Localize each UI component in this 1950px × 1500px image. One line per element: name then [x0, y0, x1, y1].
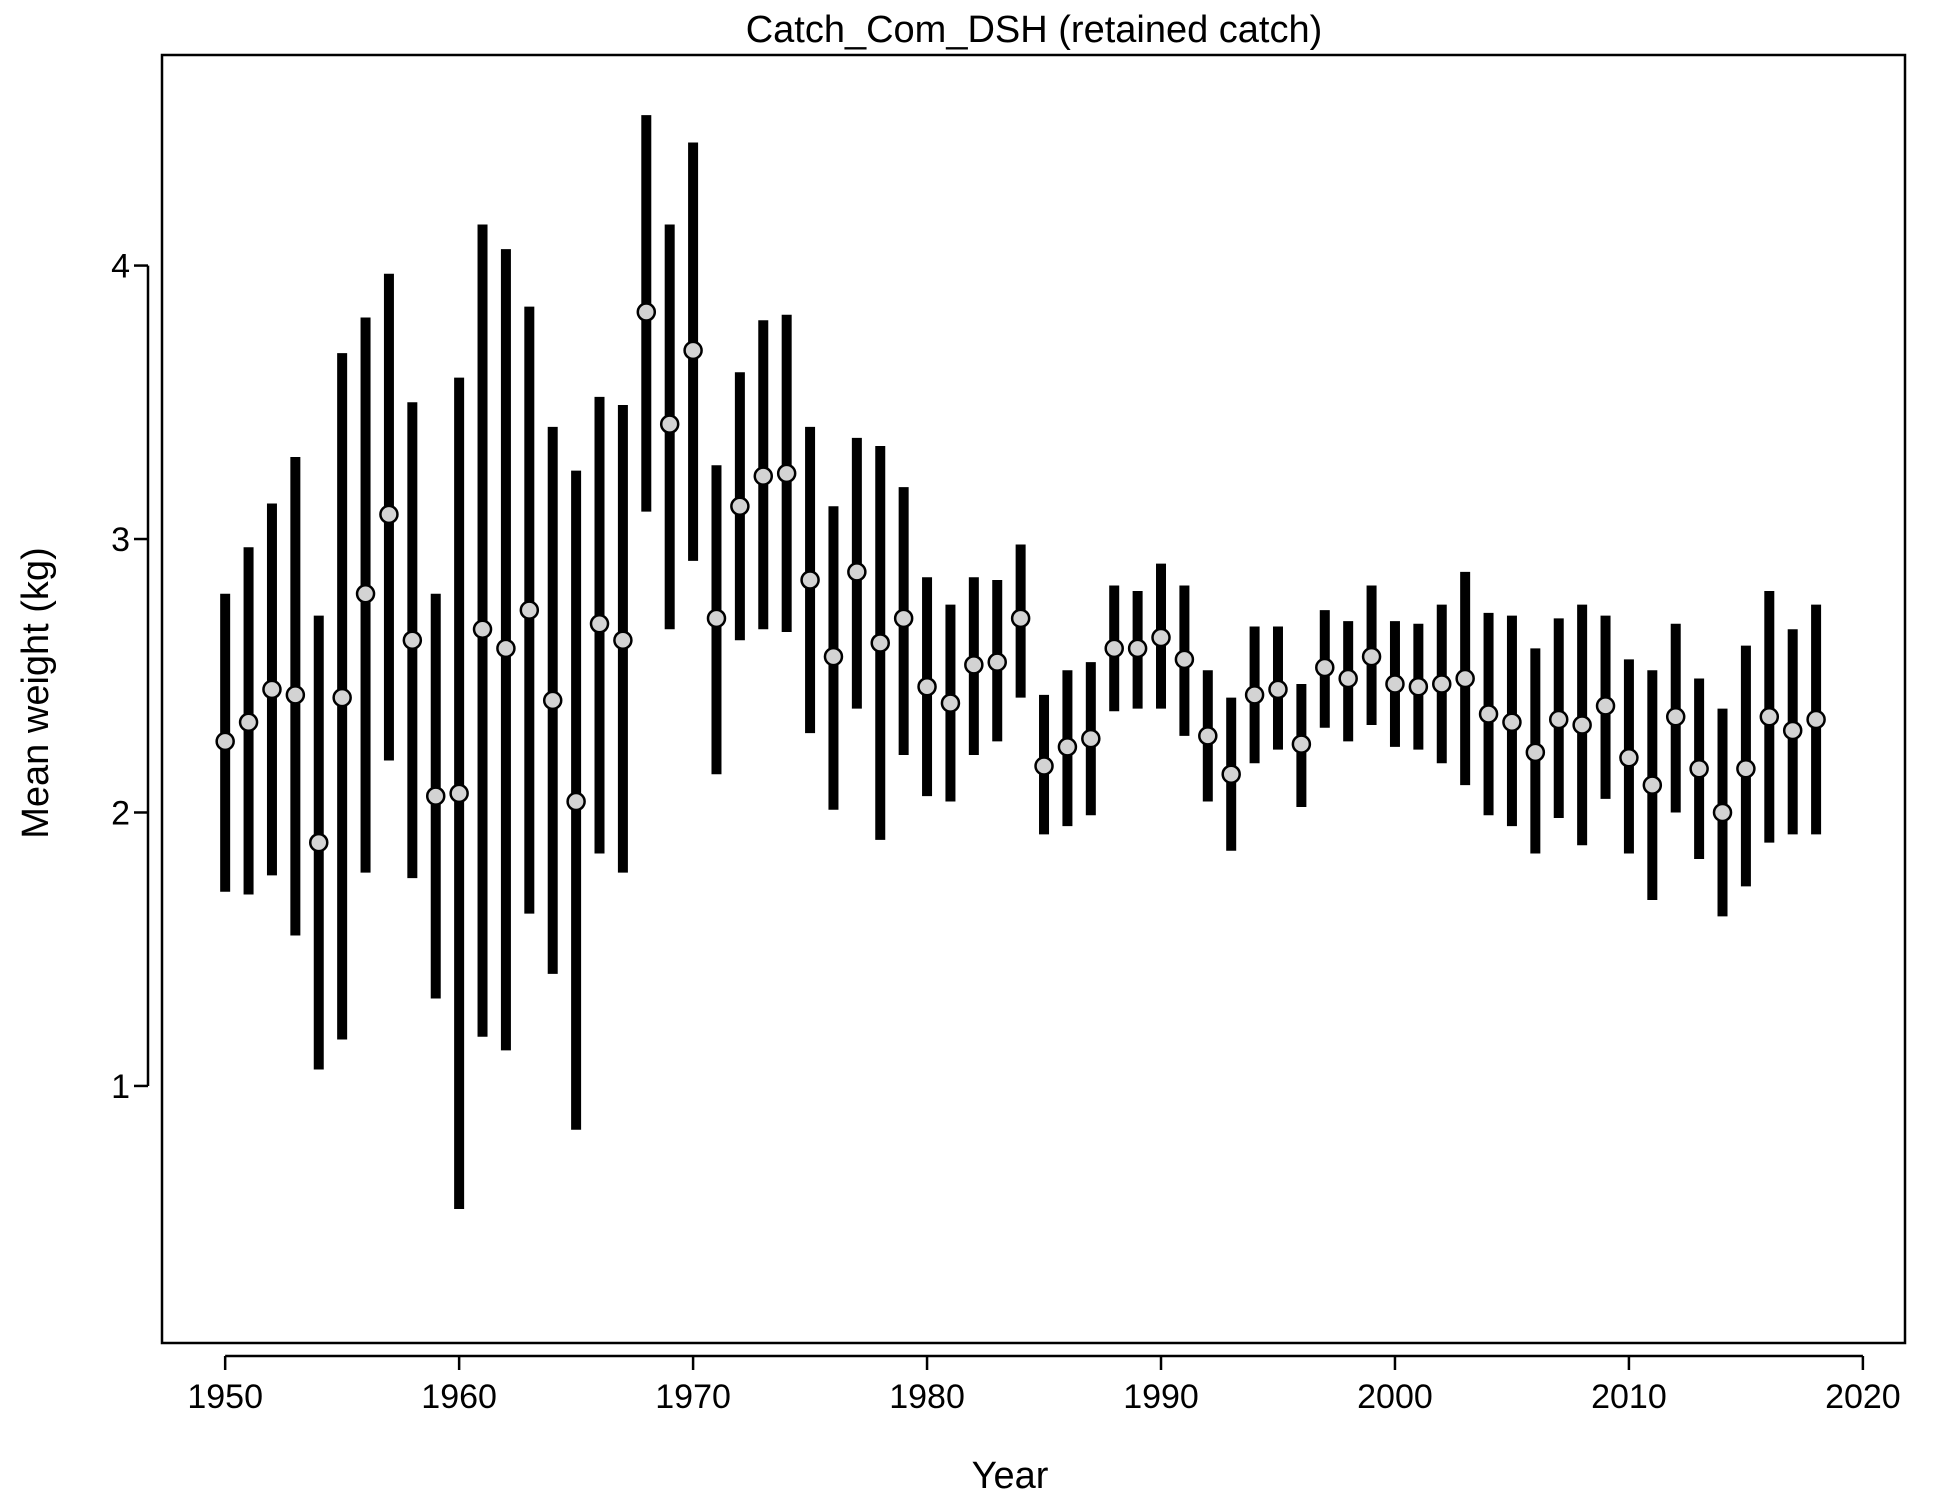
data-point [309, 832, 329, 853]
data-point [1478, 704, 1499, 724]
data-point [1712, 802, 1733, 823]
x-tick-label: 1990 [1123, 1378, 1199, 1416]
data-point [238, 712, 259, 732]
data-point [940, 693, 961, 713]
data-point [847, 562, 867, 582]
data-point [987, 652, 1007, 672]
data-point [1244, 685, 1265, 705]
data-point [1572, 715, 1592, 735]
data-point [1174, 649, 1195, 670]
data-point [636, 302, 657, 322]
y-axis: 1 2 3 4 [111, 248, 150, 1106]
data-point [1689, 758, 1709, 779]
data-point [1104, 638, 1124, 659]
data-point [1455, 668, 1475, 689]
data-point [1268, 679, 1288, 700]
data-point [425, 786, 446, 806]
data-point [1665, 707, 1686, 727]
data-point [332, 687, 352, 708]
data-point [753, 466, 774, 486]
data-point [706, 608, 727, 629]
data-point [800, 570, 820, 590]
data-point [613, 630, 633, 650]
data-point [1315, 657, 1335, 678]
data-point [519, 600, 540, 620]
data-point [1759, 707, 1780, 727]
data-point [402, 630, 423, 650]
data-point [285, 685, 306, 705]
x-tick-label: 1950 [187, 1378, 263, 1416]
x-tick-label: 1960 [421, 1378, 497, 1416]
data-point [1127, 638, 1148, 659]
x-axis: 1950 1960 1970 1980 1990 2000 2010 2020 [187, 1354, 1901, 1416]
data-point [1291, 734, 1312, 754]
data-point [1619, 748, 1639, 768]
x-tick-label: 1980 [889, 1378, 965, 1416]
y-tick-label: 1 [111, 1068, 130, 1106]
data-point [1361, 646, 1382, 667]
data-point [379, 504, 399, 525]
data-point [1057, 737, 1078, 757]
data-point [542, 690, 563, 711]
data-point [355, 583, 376, 604]
y-tick-label: 3 [111, 521, 130, 559]
data-point [215, 731, 235, 752]
data-point [1806, 709, 1826, 730]
data-point [1221, 764, 1241, 784]
data-point [1736, 758, 1756, 779]
data-point [566, 791, 586, 812]
data-point [659, 414, 680, 434]
data-point [262, 679, 282, 700]
data-point [683, 340, 703, 361]
data-point [1642, 775, 1663, 795]
data-point [1338, 668, 1358, 689]
data-point [449, 783, 469, 804]
x-tick-label: 1970 [655, 1378, 731, 1416]
data-point [1595, 696, 1616, 716]
data-point [1432, 674, 1452, 694]
x-tick-label: 2000 [1357, 1378, 1433, 1416]
data-point [893, 608, 914, 629]
data-point [917, 676, 937, 697]
data-point [472, 619, 493, 640]
data-point [1782, 720, 1803, 741]
x-tick-label: 2010 [1591, 1378, 1667, 1416]
x-axis-label: Year [972, 1455, 1049, 1497]
y-axis-label: Mean weight (kg) [15, 547, 57, 838]
data-point [1408, 676, 1429, 697]
data-point [870, 633, 891, 653]
data-point [1034, 756, 1054, 776]
data-point [1385, 674, 1405, 694]
data-point [1548, 709, 1569, 730]
data-point [1525, 742, 1546, 763]
data-point [496, 638, 516, 659]
data-point [730, 496, 750, 516]
data-point [1502, 712, 1522, 732]
data-point [1198, 726, 1218, 746]
data-marks [215, 115, 1826, 1210]
plot-frame [160, 53, 1907, 1345]
data-point [1081, 728, 1101, 749]
y-tick-label: 2 [111, 794, 130, 832]
y-tick-label: 4 [111, 248, 130, 286]
data-point [589, 614, 610, 634]
chart-title: Catch_Com_DSH (retained catch) [746, 9, 1323, 51]
data-point [1151, 627, 1171, 648]
data-point [1010, 608, 1031, 629]
data-point [823, 646, 844, 667]
x-tick-label: 2020 [1825, 1378, 1901, 1416]
data-point [776, 463, 797, 484]
data-point [964, 655, 984, 675]
